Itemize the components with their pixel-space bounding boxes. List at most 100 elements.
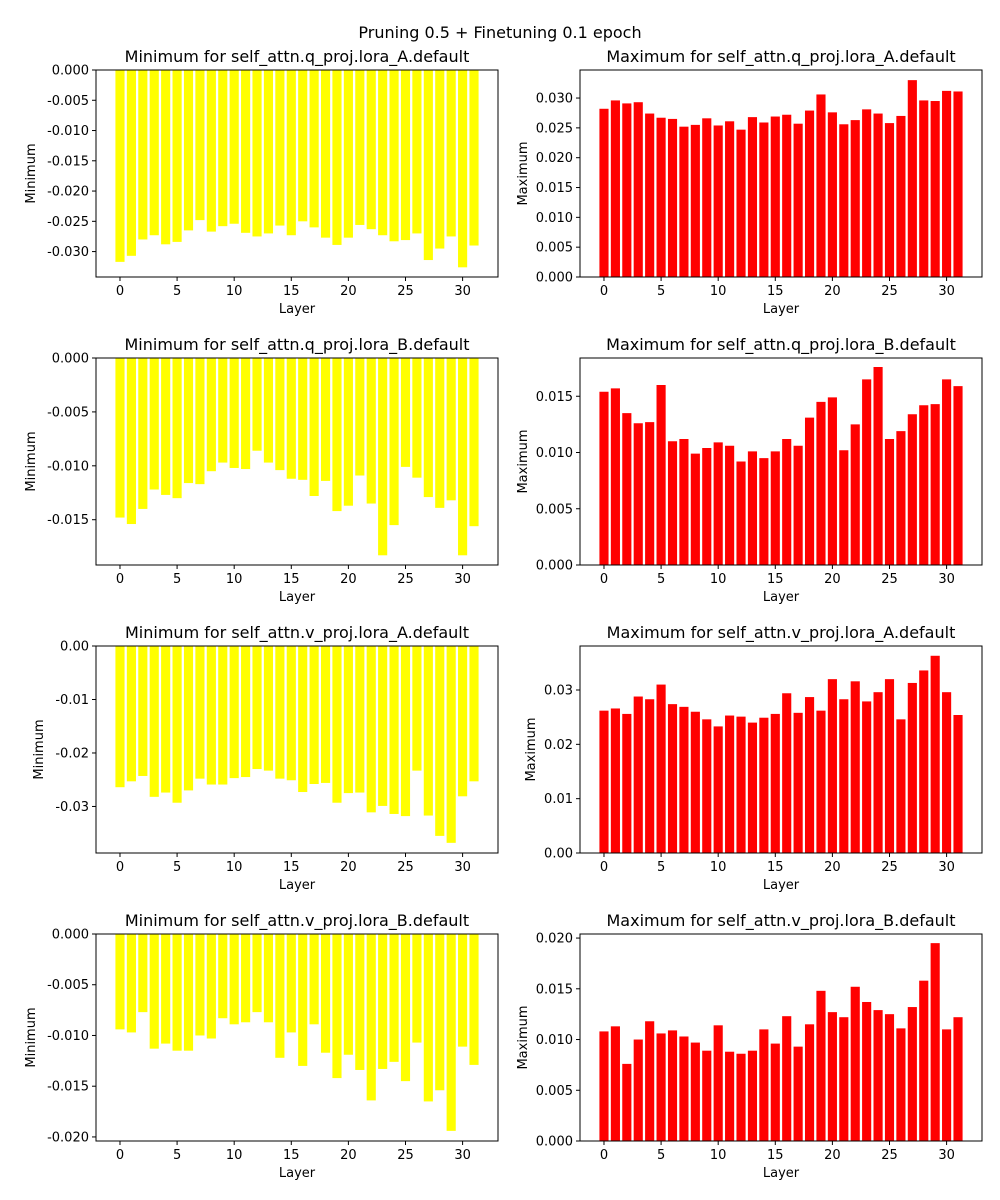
bar xyxy=(286,934,296,1033)
bar xyxy=(667,118,678,277)
bar xyxy=(115,70,125,262)
x-tick-label: 10 xyxy=(710,1148,727,1163)
bar xyxy=(610,100,620,277)
bar xyxy=(770,451,780,565)
bar xyxy=(218,934,228,1019)
y-tick-label: 0.005 xyxy=(536,1084,573,1099)
bar xyxy=(599,391,609,565)
x-tick-label: 25 xyxy=(397,860,414,875)
bar xyxy=(229,934,239,1025)
bar xyxy=(435,646,445,836)
bar xyxy=(884,439,895,565)
x-tick-label: 30 xyxy=(938,860,955,875)
y-tick-label: -0.010 xyxy=(47,124,89,139)
subplot-6: 0 5 10 15 20 25 30 0.000 -0.005 -0.010 -0.015 -0.02… xyxy=(24,911,499,1181)
bar xyxy=(599,108,609,278)
x-tick-label: 15 xyxy=(283,284,300,299)
bar xyxy=(930,655,940,853)
x-tick-label: 15 xyxy=(283,860,300,875)
bar xyxy=(172,358,182,499)
x-tick-label: 15 xyxy=(767,1148,784,1163)
bar xyxy=(896,1028,906,1141)
bar xyxy=(126,358,136,525)
y-tick-label: 0.030 xyxy=(536,92,573,107)
y-axis-label: Minimum xyxy=(24,431,39,491)
bar xyxy=(782,1016,792,1141)
bar xyxy=(599,710,609,853)
bar xyxy=(218,646,228,785)
bar xyxy=(206,358,216,472)
y-tick-label: -0.01 xyxy=(55,693,89,708)
bar xyxy=(229,358,239,468)
bar xyxy=(263,70,274,234)
bar xyxy=(469,646,479,782)
bar xyxy=(873,367,883,565)
bar xyxy=(400,70,411,241)
x-tick-label: 15 xyxy=(283,1148,300,1163)
bar xyxy=(759,1029,769,1141)
bar xyxy=(816,990,826,1141)
subplot-5: 0 5 10 15 20 25 30 0.00 0.01 0.02 0.03 Maximum for … xyxy=(524,623,983,893)
y-tick-label: -0.005 xyxy=(47,978,89,993)
x-tick-label: 15 xyxy=(767,860,784,875)
x-tick-label: 25 xyxy=(881,860,898,875)
bar xyxy=(161,934,171,1044)
y-tick-label: -0.025 xyxy=(47,215,89,230)
bar xyxy=(919,100,929,277)
bar xyxy=(412,646,422,771)
y-tick-label: -0.020 xyxy=(47,1130,89,1145)
bar xyxy=(713,1025,723,1141)
bar xyxy=(622,713,632,853)
bar xyxy=(149,934,159,1049)
x-tick-label: 20 xyxy=(340,860,357,875)
bar xyxy=(770,116,780,277)
y-tick-label: 0.010 xyxy=(536,446,573,461)
bar xyxy=(126,70,136,256)
subplot-4: 0 5 10 15 20 25 30 0.00 -0.01 -0.02 -0.03 Minimum f… xyxy=(32,623,499,893)
bar xyxy=(839,450,849,565)
bar xyxy=(690,711,700,853)
x-tick-label: 30 xyxy=(938,284,955,299)
y-tick-label: 0.010 xyxy=(536,211,573,226)
bar xyxy=(850,424,860,565)
bar xyxy=(713,442,723,565)
bar xyxy=(816,94,826,277)
bar xyxy=(138,358,148,509)
bar xyxy=(862,379,872,565)
x-tick-label: 0 xyxy=(600,284,608,299)
bar xyxy=(458,646,468,797)
bar xyxy=(252,646,262,770)
y-tick-label: 0.000 xyxy=(52,352,89,367)
bar xyxy=(241,934,251,1023)
bar xyxy=(919,405,929,565)
x-tick-label: 10 xyxy=(710,284,727,299)
bar xyxy=(126,646,136,782)
bar xyxy=(195,646,205,779)
y-axis-label: Minimum xyxy=(24,1007,39,1067)
bar xyxy=(469,70,479,246)
y-tick-label: 0.00 xyxy=(60,640,89,655)
bar xyxy=(667,441,678,565)
bar xyxy=(827,679,837,853)
bar xyxy=(942,1029,952,1141)
bar xyxy=(725,121,735,277)
bar xyxy=(366,934,376,1101)
bar xyxy=(884,679,895,853)
bar xyxy=(645,699,655,853)
x-axis-label: Layer xyxy=(763,590,800,605)
bar xyxy=(298,646,308,793)
bar xyxy=(633,696,643,853)
bar xyxy=(183,646,194,791)
y-axis-label: Minimum xyxy=(24,143,39,203)
x-tick-label: 25 xyxy=(881,1148,898,1163)
bar xyxy=(690,453,700,565)
bar xyxy=(355,934,365,1070)
bar xyxy=(389,358,399,526)
bar xyxy=(622,103,632,277)
bar xyxy=(320,934,331,1053)
bar xyxy=(458,934,468,1047)
bar xyxy=(736,1053,746,1141)
bar xyxy=(343,646,353,794)
bar xyxy=(332,646,342,803)
bar xyxy=(747,117,758,277)
